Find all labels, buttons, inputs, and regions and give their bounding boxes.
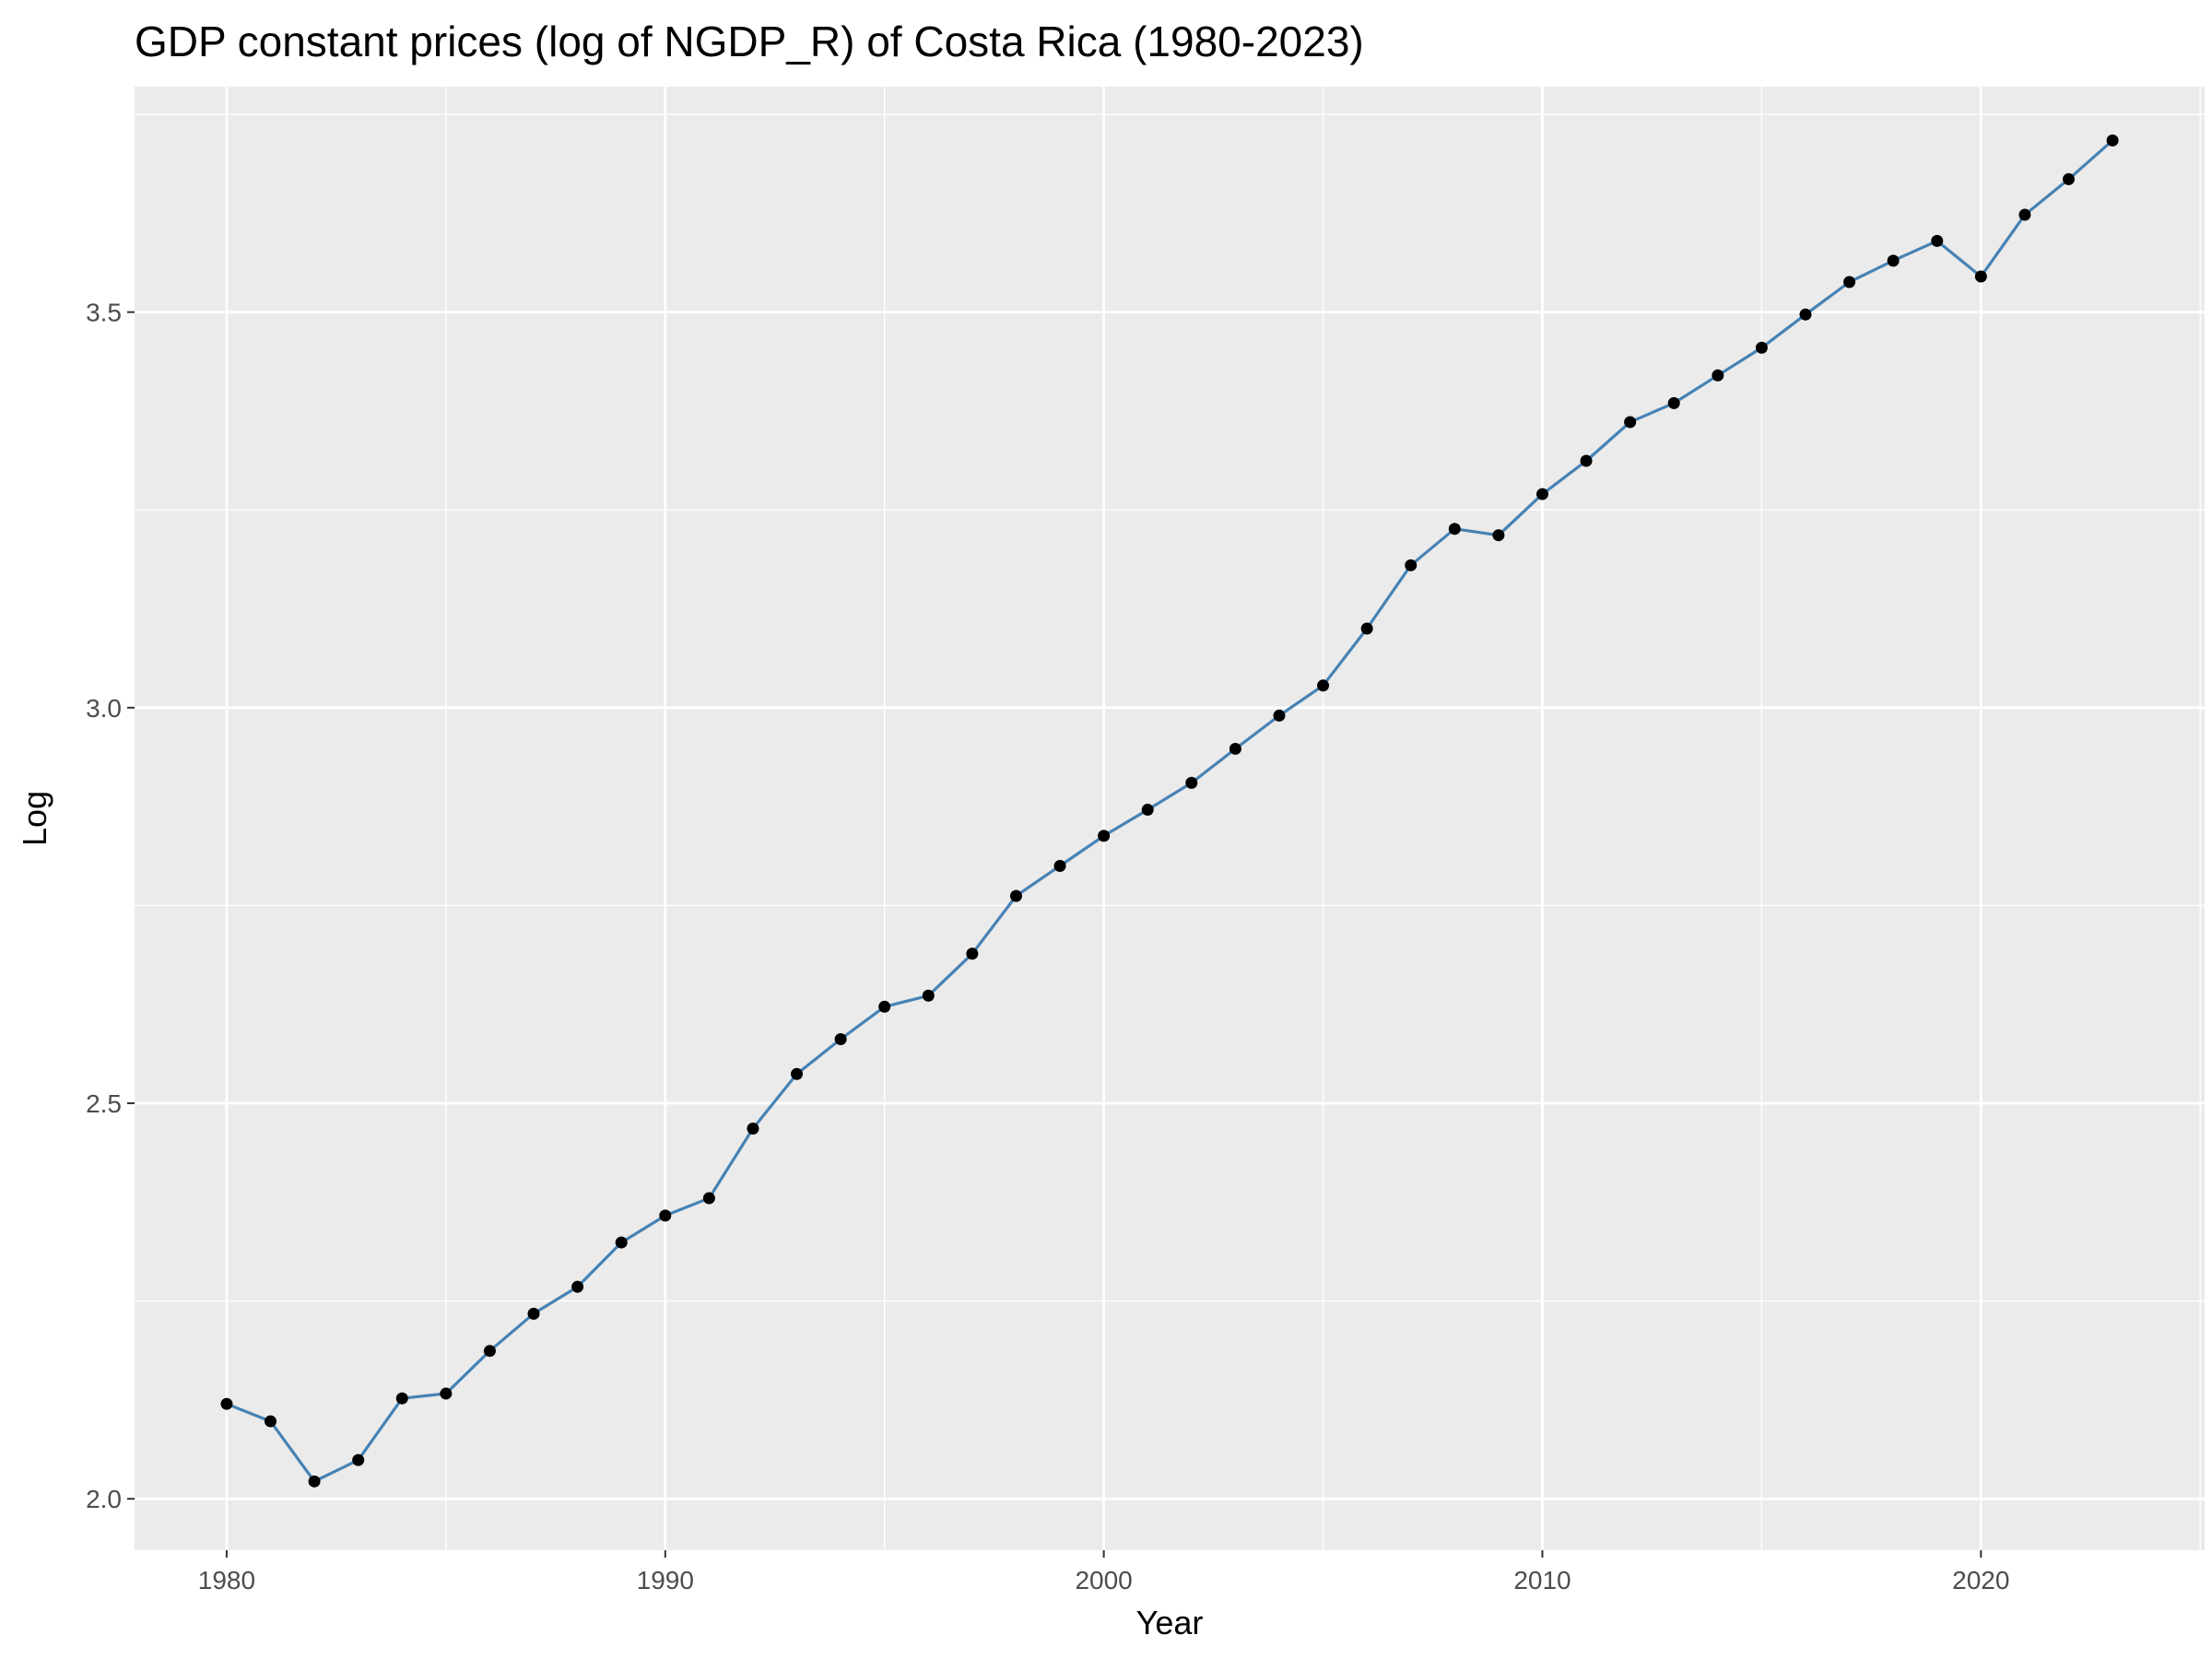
- data-point: [1229, 742, 1241, 755]
- minor-gridlines: [135, 87, 2205, 1550]
- data-point: [1405, 559, 1418, 571]
- data-point: [2018, 208, 2031, 221]
- data-point: [1185, 776, 1198, 789]
- x-axis-title: Year: [1136, 1604, 1204, 1641]
- y-tick-labels: 2.0 2.5 3.0 3.5: [86, 299, 122, 1514]
- data-point: [1712, 369, 1724, 382]
- y-tick-label: 2.5: [86, 1089, 122, 1118]
- data-point: [440, 1387, 453, 1400]
- data-point: [483, 1345, 496, 1358]
- data-point: [1317, 679, 1330, 692]
- data-point: [966, 947, 979, 960]
- data-point: [1580, 454, 1593, 467]
- data-point: [1535, 488, 1548, 500]
- axis-ticks: [127, 311, 1983, 1558]
- major-gridlines: [135, 87, 2205, 1550]
- data-point: [1492, 529, 1505, 542]
- data-point: [1755, 341, 1768, 354]
- data-point: [615, 1236, 628, 1249]
- data-point: [1053, 860, 1066, 873]
- data-point: [1624, 416, 1637, 429]
- data-point: [1273, 709, 1286, 722]
- data-point: [2062, 172, 2075, 185]
- data-point: [922, 989, 935, 1002]
- x-tick-label: 2010: [1513, 1566, 1571, 1594]
- data-point: [1931, 234, 1944, 247]
- series-line: [226, 139, 2114, 1483]
- data-point: [395, 1392, 408, 1405]
- x-tick-label: 2000: [1075, 1566, 1132, 1594]
- data-point: [1141, 804, 1154, 817]
- data-point: [1799, 308, 1812, 321]
- x-tick-label: 2020: [1952, 1566, 2009, 1594]
- data-point: [527, 1307, 540, 1320]
- data-point: [747, 1122, 759, 1135]
- x-tick-label: 1980: [198, 1566, 255, 1594]
- y-tick-label: 3.5: [86, 299, 122, 327]
- chart-title: GDP constant prices (log of NGDP_R) of C…: [135, 18, 1364, 65]
- x-tick-label: 1990: [637, 1566, 694, 1594]
- data-point: [1843, 276, 1856, 288]
- data-point: [220, 1397, 233, 1410]
- data-point: [1974, 270, 1987, 283]
- data-point: [2106, 134, 2119, 147]
- data-point: [878, 1000, 891, 1013]
- y-tick-label: 2.0: [86, 1485, 122, 1513]
- plot-panel: [135, 87, 2205, 1550]
- data-point: [265, 1415, 277, 1428]
- data-point: [1360, 622, 1373, 635]
- y-tick-label: 3.0: [86, 694, 122, 723]
- points-layer: [220, 134, 2119, 1488]
- data-point: [352, 1453, 365, 1466]
- data-point: [1667, 396, 1680, 409]
- data-point: [702, 1192, 715, 1205]
- data-point: [659, 1209, 672, 1222]
- data-point: [1887, 254, 1900, 267]
- data-point: [308, 1475, 321, 1488]
- data-point: [1098, 830, 1111, 842]
- data-point: [1009, 889, 1022, 902]
- y-axis-title: Log: [16, 791, 53, 846]
- data-point: [834, 1032, 847, 1045]
- data-point: [571, 1280, 584, 1293]
- data-point: [791, 1067, 804, 1080]
- series-layer: [226, 139, 2114, 1483]
- data-point: [1448, 523, 1461, 535]
- x-tick-labels: 1980 1990 2000 2010 2020: [198, 1566, 2010, 1594]
